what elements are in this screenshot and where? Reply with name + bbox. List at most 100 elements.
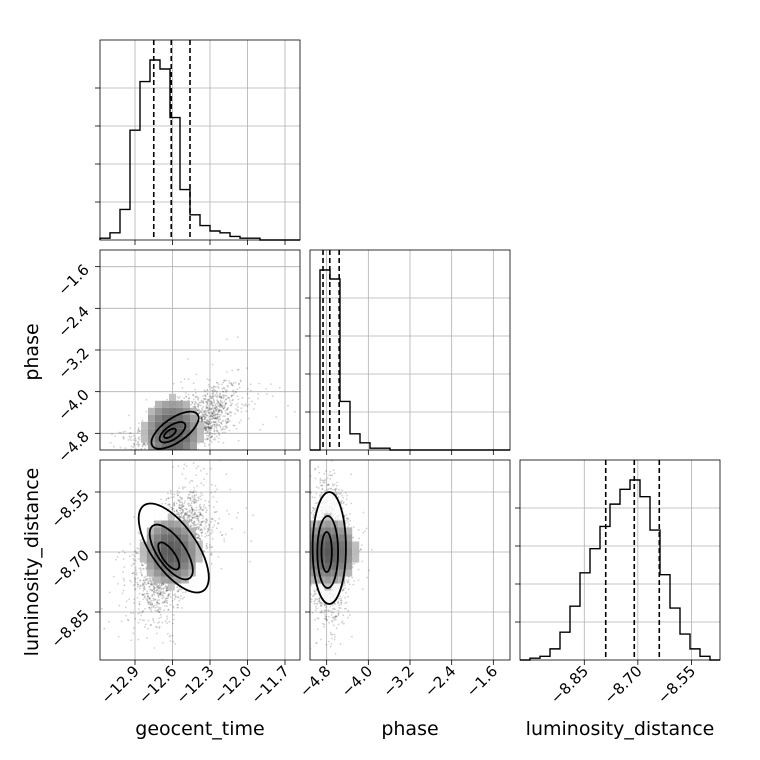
panel-geocent-time-vs-phase-point	[208, 412, 210, 414]
panel-geocent-time-vs-phase-points	[109, 336, 296, 450]
panel-geocent-time-vs-luminosity-distance-point	[186, 513, 188, 516]
hist-luminosity-distance-bars	[520, 479, 720, 661]
panel-geocent-time-vs-luminosity-distance-point	[184, 507, 187, 510]
panel-geocent-time-vs-phase-point	[197, 410, 200, 412]
panel-geocent-time-vs-phase-point	[224, 412, 227, 414]
panel-geocent-time-vs-phase-point	[221, 406, 224, 408]
panel-geocent-time-vs-phase-point	[220, 403, 222, 406]
panel-geocent-time-vs-luminosity-distance-point	[155, 603, 158, 606]
panel-geocent-time-vs-phase-point	[228, 399, 231, 401]
panel-geocent-time-vs-luminosity-distance-point	[158, 583, 161, 585]
panel-geocent-time-vs-luminosity-distance-point	[194, 524, 196, 526]
panel-geocent-time-vs-luminosity-distance-point	[191, 508, 194, 511]
panel-geocent-time-vs-phase-point	[224, 425, 227, 428]
panel-geocent-time-vs-phase-point	[224, 388, 227, 391]
panel-geocent-time-vs-phase-point	[132, 443, 135, 445]
panel-geocent-time-vs-luminosity-distance-point	[202, 506, 205, 508]
panel-geocent-time-vs-phase-point	[216, 430, 219, 432]
panel-geocent-time-vs-phase-point	[213, 423, 216, 426]
panel-geocent-time-vs-phase-point	[146, 443, 149, 445]
panel-geocent-time-vs-phase-density-cell	[162, 414, 169, 422]
panel-geocent-time-vs-phase-point	[227, 386, 229, 388]
panel-geocent-time-vs-phase-point	[214, 393, 217, 396]
panel-geocent-time-vs-phase-point	[210, 427, 212, 429]
panel-geocent-time-vs-phase-point	[214, 413, 217, 416]
panel-geocent-time-vs-phase-point	[210, 412, 213, 415]
panel-geocent-time-vs-phase-point	[216, 405, 218, 408]
panel-geocent-time-vs-phase-point	[204, 432, 207, 434]
panel-geocent-time-vs-luminosity-distance-point	[141, 611, 144, 614]
panel-geocent-time-vs-luminosity-distance-point	[188, 493, 191, 496]
panel-geocent-time-vs-luminosity-distance-point	[180, 514, 183, 516]
panel-geocent-time-vs-luminosity-distance-point	[197, 526, 200, 529]
panel-geocent-time-vs-luminosity-distance-point	[115, 558, 118, 561]
panel-geocent-time-vs-phase-point	[204, 422, 207, 424]
panel-geocent-time-vs-phase-point	[216, 423, 219, 426]
panel-geocent-time-vs-luminosity-distance-point	[180, 511, 183, 514]
panel-geocent-time-vs-luminosity-distance-point	[135, 552, 138, 554]
panel-geocent-time-vs-luminosity-distance-point	[177, 512, 180, 514]
panel-geocent-time-vs-phase-point	[204, 426, 207, 429]
panel-geocent-time-vs-luminosity-distance-point	[151, 593, 154, 596]
panel-geocent-time-vs-luminosity-distance-point	[205, 518, 208, 521]
panel-geocent-time-vs-luminosity-distance-point	[191, 514, 194, 517]
panel-geocent-time-vs-luminosity-distance-point	[182, 510, 184, 513]
panel-geocent-time-vs-luminosity-distance-point	[144, 581, 147, 584]
panel-geocent-time-vs-phase-point	[210, 436, 213, 438]
panel-geocent-time-vs-phase-point	[204, 394, 207, 397]
panel-geocent-time-vs-phase-point	[201, 400, 204, 403]
panel-geocent-time-vs-phase-point	[204, 429, 207, 432]
panel-geocent-time-vs-phase-point	[222, 408, 225, 410]
panel-geocent-time-vs-luminosity-distance-point	[197, 465, 200, 468]
panel-geocent-time-vs-phase-point	[199, 410, 202, 413]
panel-geocent-time-vs-luminosity-distance-point	[223, 538, 226, 540]
panel-geocent-time-vs-luminosity-distance-point	[181, 516, 184, 519]
panel-geocent-time-vs-luminosity-distance-point	[216, 488, 218, 491]
panel-geocent-time-vs-luminosity-distance-point	[142, 582, 144, 585]
panel-geocent-time-vs-phase-point	[221, 431, 224, 434]
panel-geocent-time-vs-luminosity-distance-point	[147, 627, 149, 630]
panel-geocent-time-vs-phase-point	[208, 407, 211, 410]
panel-geocent-time-vs-phase-point	[220, 414, 222, 416]
panel-geocent-time-vs-phase-point	[195, 401, 197, 404]
panel-geocent-time-vs-phase-point	[209, 429, 212, 431]
panel-geocent-time-vs-phase-point	[176, 395, 179, 398]
panel-geocent-time-vs-luminosity-distance-point	[143, 579, 145, 582]
panel-geocent-time-vs-phase-point	[235, 391, 238, 394]
panel-geocent-time-vs-phase-point	[130, 439, 133, 441]
panel-geocent-time-vs-luminosity-distance-point	[153, 589, 156, 592]
panel-geocent-time-vs-luminosity-distance-point	[147, 601, 150, 603]
panel-geocent-time-vs-luminosity-distance-point	[190, 506, 193, 509]
panel-geocent-time-vs-phase-point	[129, 427, 132, 430]
panel-geocent-time-vs-luminosity-distance-point	[168, 505, 171, 507]
panel-geocent-time-vs-phase-point	[201, 419, 203, 422]
panel-geocent-time-vs-luminosity-distance-point	[188, 515, 191, 517]
panel-geocent-time-vs-luminosity-distance-point	[143, 588, 146, 590]
panel-geocent-time-vs-phase-point	[240, 411, 243, 413]
panel-geocent-time-vs-luminosity-distance-point	[136, 581, 139, 584]
panel-geocent-time-vs-luminosity-distance-point	[182, 509, 185, 512]
panel-geocent-time-vs-phase-point	[207, 427, 210, 429]
panel-geocent-time-vs-luminosity-distance-point	[184, 477, 187, 480]
panel-geocent-time-vs-luminosity-distance-point	[153, 588, 156, 591]
panel-geocent-time-vs-luminosity-distance-point	[92, 582, 94, 584]
panel-geocent-time-vs-luminosity-distance-point	[142, 579, 145, 582]
panel-geocent-time-vs-luminosity-distance-point	[140, 614, 143, 617]
panel-geocent-time-vs-luminosity-distance-point	[142, 589, 145, 592]
panel-geocent-time-vs-phase-point	[212, 414, 215, 417]
panel-geocent-time-vs-luminosity-distance-point	[138, 558, 140, 560]
panel-geocent-time-vs-phase-point	[208, 427, 211, 429]
panel-geocent-time-vs-luminosity-distance-point	[183, 596, 185, 599]
panel-geocent-time-vs-phase-point	[206, 388, 209, 391]
panel-geocent-time-vs-luminosity-distance-point	[190, 524, 192, 526]
panel-geocent-time-vs-phase-point	[221, 387, 224, 390]
panel-geocent-time-vs-phase-point	[145, 398, 148, 401]
panel-geocent-time-vs-luminosity-distance-point	[174, 593, 177, 596]
panel-geocent-time-vs-luminosity-distance-point	[173, 618, 175, 621]
panel-geocent-time-vs-phase-point	[234, 412, 237, 415]
panel-geocent-time-vs-luminosity-distance-point	[141, 563, 143, 565]
panel-geocent-time-vs-phase-point	[237, 398, 240, 401]
panel-geocent-time-vs-luminosity-distance-point	[156, 601, 159, 603]
panel-geocent-time-vs-phase-point	[239, 379, 242, 382]
panel-geocent-time-vs-luminosity-distance-point	[181, 501, 184, 503]
